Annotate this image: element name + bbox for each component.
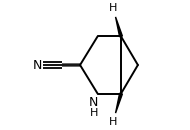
Polygon shape [116, 17, 122, 37]
Text: H: H [109, 3, 117, 13]
Text: H: H [109, 117, 117, 127]
Text: H: H [89, 108, 98, 118]
Text: N: N [89, 96, 98, 109]
Polygon shape [116, 93, 122, 113]
Text: N: N [33, 58, 43, 72]
